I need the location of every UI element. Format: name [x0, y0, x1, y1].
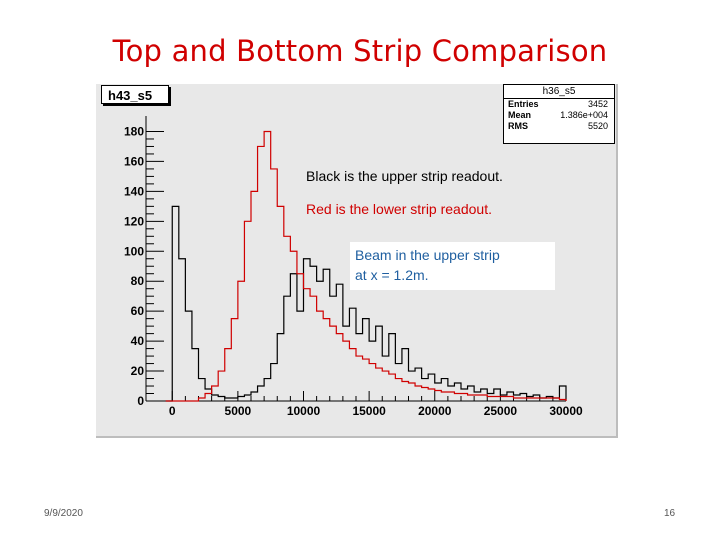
y-tick-label: 0 [137, 394, 144, 408]
beam-note-line2: at x = 1.2m. [355, 267, 429, 283]
stats-value: 3452 [587, 99, 608, 109]
x-tick-label: 25000 [484, 404, 518, 418]
stats-key: Mean [508, 110, 532, 120]
y-tick-label: 100 [124, 244, 144, 258]
histogram-series-upper [165, 205, 567, 402]
y-tick-label: 80 [131, 274, 145, 288]
y-tick-label: 140 [124, 184, 144, 198]
y-tick-label: 160 [124, 154, 144, 168]
histogram-name-box: h43_s5 [101, 85, 169, 104]
stats-name: h36_s5 [504, 85, 614, 99]
x-tick-label: 20000 [418, 404, 452, 418]
slide-date: 9/9/2020 [44, 508, 83, 519]
slide-title: Top and Bottom Strip Comparison [112, 34, 608, 68]
stats-row-rms: RMS 5520 [504, 121, 614, 132]
x-tick-label: 15000 [352, 404, 386, 418]
slide-page-number: 16 [664, 508, 676, 519]
x-tick-label: 5000 [225, 404, 252, 418]
x-tick-label: 10000 [287, 404, 321, 418]
stats-value: 5520 [587, 121, 608, 131]
y-tick-label: 120 [124, 214, 144, 228]
stats-key: Entries [508, 99, 539, 109]
stats-row-entries: Entries 3452 [504, 99, 614, 110]
x-tick-label: 30000 [549, 404, 583, 418]
histogram-plot: 0 20 40 60 80 100 120 140 160 180 0 5000 10000 15000 2… [124, 116, 583, 418]
y-tick-label: 20 [131, 364, 145, 378]
series-layer [165, 130, 567, 402]
stats-key: RMS [508, 121, 528, 131]
stats-row-mean: Mean 1.386e+004 [504, 110, 614, 121]
y-tick-label: 180 [124, 124, 144, 138]
beam-note: Beam in the upper strip at x = 1.2m. [350, 242, 555, 290]
stats-box: h36_s5 Entries 3452 Mean 1.386e+004 RMS … [503, 84, 615, 144]
y-tick-label: 40 [131, 334, 145, 348]
upper-strip-note: Black is the upper strip readout. [306, 168, 503, 184]
histogram-series-lower [165, 130, 567, 402]
stats-value: 1.386e+004 [560, 110, 608, 120]
beam-note-line1: Beam in the upper strip [355, 247, 500, 263]
x-tick-label: 0 [169, 404, 176, 418]
axes: 0 20 40 60 80 100 120 140 160 180 0 5000 10000 15000 2… [124, 116, 583, 418]
lower-strip-note: Red is the lower strip readout. [306, 201, 492, 217]
y-tick-label: 60 [131, 304, 145, 318]
